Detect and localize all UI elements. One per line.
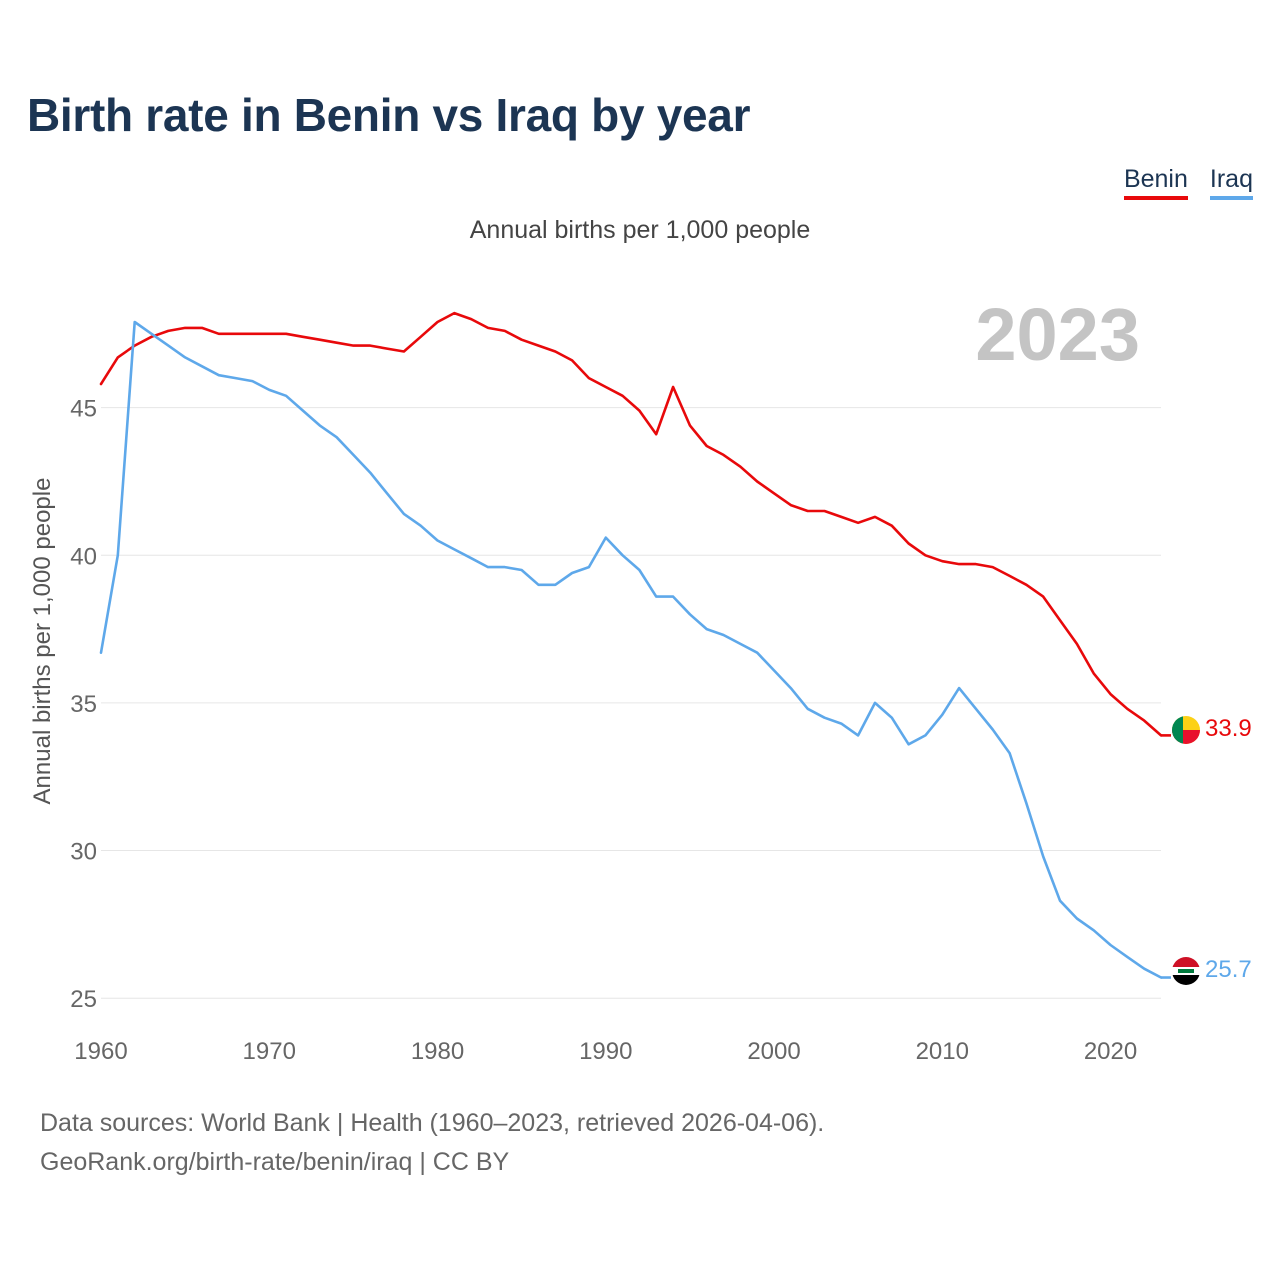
- series-line-benin[interactable]: [99, 311, 1163, 737]
- benin-flag-icon: [1172, 716, 1200, 744]
- y-tick-label: 45: [70, 396, 97, 423]
- x-tick-label: 1970: [243, 1038, 296, 1065]
- source-link[interactable]: GeoRank.org/birth-rate/benin/iraq | CC B…: [40, 1148, 510, 1176]
- y-tick-label: 30: [70, 839, 97, 866]
- footer: Data sources: World Bank | Health (1960–…: [40, 1104, 824, 1182]
- x-tick-label: 2010: [916, 1038, 969, 1065]
- legend-item-iraq[interactable]: Iraq: [1209, 165, 1253, 200]
- x-tick-label: 1980: [411, 1038, 464, 1065]
- x-tick-label: 1960: [74, 1038, 127, 1065]
- data-source-note: Data sources: World Bank | Health (1960–…: [40, 1109, 825, 1137]
- year-overlay: 2023: [975, 293, 1140, 376]
- x-tick-label: 2000: [747, 1038, 800, 1065]
- y-axis-label: Annual births per 1,000 people: [29, 478, 56, 805]
- iraq-end-label: 25.7: [1205, 956, 1252, 983]
- chart-subtitle: Annual births per 1,000 people: [469, 216, 811, 244]
- iraq-flag-icon: [1172, 957, 1200, 985]
- x-tick-label: 1990: [579, 1038, 632, 1065]
- page-title: Birth rate in Benin vs Iraq by year: [27, 89, 751, 141]
- y-tick-label: 40: [70, 543, 97, 570]
- x-tick-label: 2020: [1084, 1038, 1137, 1065]
- benin-end-label: 33.9: [1205, 715, 1252, 742]
- series-line-iraq[interactable]: [99, 320, 1163, 979]
- y-tick-label: 25: [70, 986, 97, 1013]
- legend-item-benin[interactable]: Benin: [1123, 165, 1188, 200]
- legend: Benin Iraq: [1123, 165, 1253, 200]
- y-tick-label: 35: [70, 691, 97, 718]
